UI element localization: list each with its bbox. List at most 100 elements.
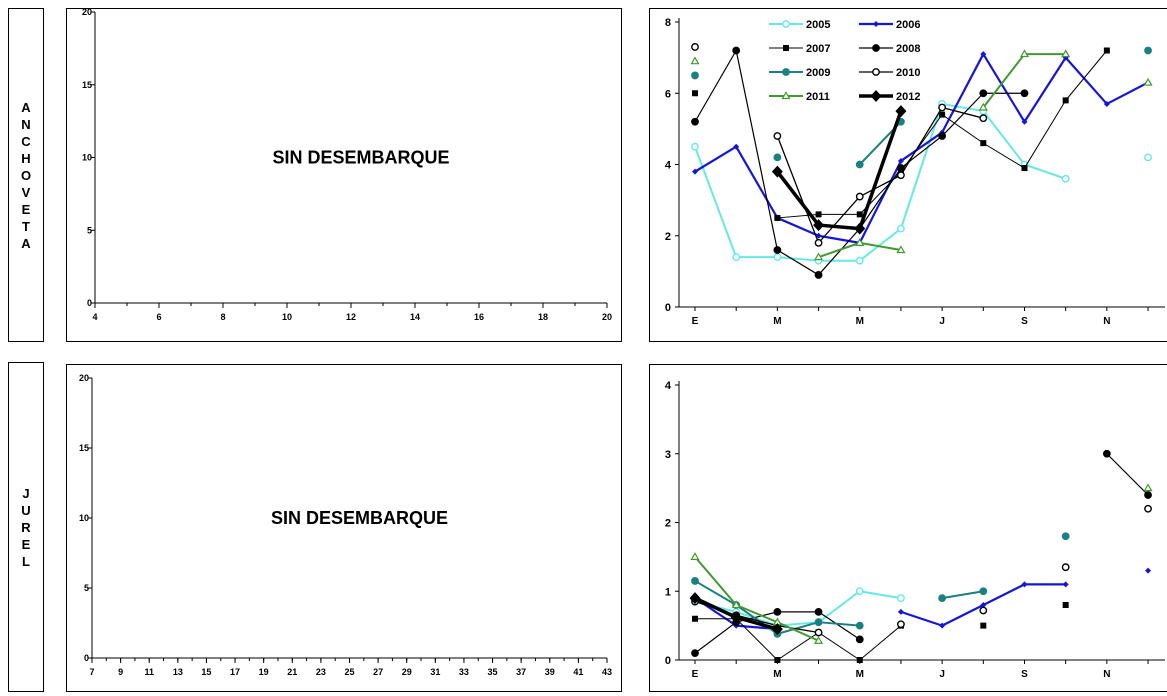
series-line-2007 xyxy=(983,142,1025,169)
point-2007 xyxy=(980,622,987,629)
point-2007 xyxy=(692,615,698,622)
legend-marker-2011 xyxy=(781,91,791,100)
point-2010 xyxy=(897,620,905,629)
legend-label-2007: 2007 xyxy=(806,43,830,55)
series-line-2009 xyxy=(818,621,860,627)
anchoveta-length-chart: 0 5 10 15 20 4 6 8 10 12 14 16 18 20 SIN DESEMBARQUE xyxy=(82,7,612,322)
point-2012 xyxy=(854,222,866,235)
jurel-length-panel xyxy=(66,364,622,692)
point-2005 xyxy=(897,224,905,233)
point-2005 xyxy=(732,253,741,262)
series-line-2011 xyxy=(694,556,737,606)
point-2007 xyxy=(939,111,946,118)
series-line-2010 xyxy=(736,614,778,627)
series-line-2011 xyxy=(776,621,819,642)
point-2008 xyxy=(732,46,741,55)
x-tick-label: 14 xyxy=(410,312,420,322)
point-2005 xyxy=(1144,153,1152,162)
x-tick-label: M xyxy=(773,316,781,327)
series-line-2011 xyxy=(859,241,902,251)
x-tick-label: 4 xyxy=(92,312,97,322)
series-line-2006 xyxy=(900,131,943,162)
point-2010 xyxy=(773,132,782,140)
point-2012 xyxy=(771,165,783,178)
series-line-2008 xyxy=(818,611,861,640)
series-line-2011 xyxy=(982,53,1026,109)
point-2006 xyxy=(733,143,740,150)
y-tick-label: 2 xyxy=(665,518,671,530)
point-2009 xyxy=(691,71,699,80)
legend-marker-2010 xyxy=(872,68,880,76)
point-2011 xyxy=(690,56,700,65)
point-2008 xyxy=(691,117,699,126)
series-line-2006 xyxy=(941,604,984,627)
point-2007 xyxy=(774,657,781,663)
point-2009 xyxy=(691,577,699,585)
series-line-2006 xyxy=(776,216,819,237)
series-line-2007 xyxy=(735,618,778,661)
jurel-label-letter: U xyxy=(21,502,31,518)
point-2006 xyxy=(897,608,904,615)
point-2010 xyxy=(1061,563,1070,572)
point-2007 xyxy=(1103,47,1110,54)
series-line-2005 xyxy=(982,110,1026,166)
series-line-2006 xyxy=(1023,57,1067,123)
point-2007 xyxy=(980,140,987,147)
point-2011 xyxy=(978,102,988,111)
legend-marker-2007 xyxy=(783,45,789,51)
jurel-label-letter: L xyxy=(22,553,30,569)
point-2011 xyxy=(1143,77,1153,86)
point-2006 xyxy=(1145,567,1152,574)
legend-label-2006: 2006 xyxy=(896,19,920,31)
series-line-2012 xyxy=(858,110,903,230)
series-line-2005 xyxy=(1024,163,1067,180)
series-line-2011 xyxy=(735,604,778,624)
series-line-2012 xyxy=(735,615,778,631)
y-tick-label: 15 xyxy=(79,443,89,453)
x-tick-label: 6 xyxy=(156,312,161,322)
point-2008 xyxy=(855,635,864,644)
y-tick-label: 20 xyxy=(79,373,89,383)
series-2010 xyxy=(691,504,1152,637)
point-2011 xyxy=(731,600,741,609)
point-2010 xyxy=(979,114,988,123)
series-line-2006 xyxy=(818,234,860,244)
series-2008 xyxy=(691,449,1152,658)
series-2008 xyxy=(691,46,1029,279)
point-2008 xyxy=(773,607,782,616)
series-line-2007 xyxy=(777,632,819,661)
x-tick-label: E xyxy=(692,316,699,327)
anchoveta-label-letter: A xyxy=(21,235,31,251)
series-line-2009 xyxy=(735,604,778,635)
x-tick-label: S xyxy=(1021,316,1028,327)
anchoveta-label-letter: T xyxy=(22,218,30,234)
series-line-2008 xyxy=(859,167,902,229)
point-2008 xyxy=(1020,89,1029,98)
x-tick-label: J xyxy=(939,316,945,327)
anchoveta-label-letter: O xyxy=(20,167,32,183)
y-tick-label: 5 xyxy=(84,583,89,593)
no-landing-annotation: SIN DESEMBARQUE xyxy=(271,508,448,528)
series-line-2008 xyxy=(694,621,737,654)
point-2008 xyxy=(814,607,823,616)
series-line-2010 xyxy=(941,106,984,119)
series-line-2005 xyxy=(941,102,984,113)
series-line-2005 xyxy=(859,590,902,600)
series-2005 xyxy=(691,100,1152,265)
series-line-2005 xyxy=(817,590,861,623)
anchoveta-label-letter: N xyxy=(21,116,31,132)
point-2006 xyxy=(980,51,987,58)
point-2007 xyxy=(815,211,822,218)
series-2009 xyxy=(691,46,1152,169)
series-line-2007 xyxy=(818,632,861,661)
no-landing-annotation: SIN DESEMBARQUE xyxy=(272,148,449,168)
x-tick-label: N xyxy=(1103,316,1110,327)
legend-marker-2005 xyxy=(782,20,790,28)
point-2008 xyxy=(938,132,947,140)
series-line-2011 xyxy=(818,241,861,259)
point-2010 xyxy=(814,628,823,637)
series-line-2006 xyxy=(941,53,985,133)
y-tick-label: 0 xyxy=(665,655,671,667)
series-line-2007 xyxy=(859,625,902,661)
